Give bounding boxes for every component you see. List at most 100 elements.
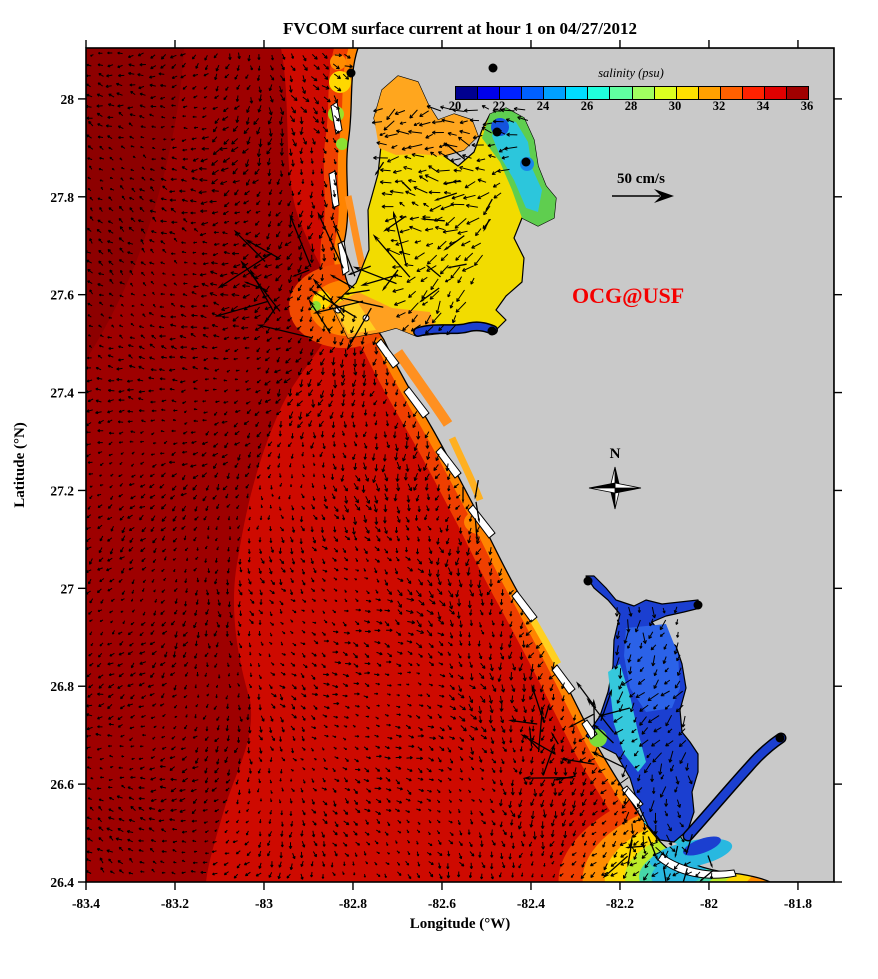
tampa-mouth-green-patch <box>311 301 321 311</box>
jet-arrow-head <box>685 850 689 856</box>
jet-arrow-shaft <box>532 688 545 723</box>
jet-arrow-head <box>522 775 532 781</box>
jet-arrow-shaft <box>525 735 540 751</box>
jet-arrow-head <box>591 698 597 708</box>
colorbar-tick-label: 26 <box>580 99 594 113</box>
jet-arrow-head <box>352 266 362 272</box>
station-dot <box>693 600 703 610</box>
colorbar-cell <box>588 87 611 99</box>
caloosahatchee-river <box>684 734 785 840</box>
jet-arrow-shaft <box>485 198 493 210</box>
jet-arrow-head <box>539 707 544 717</box>
jet-arrow-head <box>680 888 684 895</box>
charlotte-harbor-cyan-strip <box>608 664 646 772</box>
x-tick-label: -82 <box>700 896 718 911</box>
jet-arrow-head <box>292 273 297 277</box>
jet-arrow-head <box>372 234 381 243</box>
jet-arrow-shaft <box>375 161 385 174</box>
jet-arrow-head <box>549 743 555 752</box>
jet-arrow-shaft <box>383 269 399 289</box>
jet-arrow-shaft <box>627 845 643 849</box>
jet-arrow-head <box>475 535 479 542</box>
jet-arrow-head <box>360 281 370 286</box>
x-tick-label: -82.4 <box>517 896 545 911</box>
jet-arrow-head <box>289 214 295 224</box>
jet-arrow-shaft <box>340 297 384 308</box>
manatee-river <box>414 322 497 336</box>
y-axis-label: Latitude (°N) <box>12 422 28 508</box>
jet-arrow-shaft <box>318 215 344 269</box>
jet-arrow-shaft <box>445 235 465 250</box>
colorbar-tick-label: 36 <box>800 99 814 113</box>
jet-arrow-shaft <box>707 855 713 866</box>
jet-arrow-head <box>568 722 576 728</box>
jet-arrow-shaft <box>647 836 658 859</box>
anclote-patch <box>336 138 348 150</box>
jet-arrow-head <box>263 319 268 325</box>
y-tick-label: 26.4 <box>50 875 74 890</box>
jet-arrow-shaft <box>595 726 614 744</box>
jet-arrow-head <box>626 860 631 868</box>
jet-arrow-head <box>483 226 487 232</box>
jet-arrow-head <box>244 239 254 246</box>
jet-arrow-head <box>560 757 569 763</box>
jet-arrow-head <box>520 734 530 741</box>
jet-arrow-head <box>346 342 353 351</box>
colorbar-cell <box>742 87 765 99</box>
jet-arrow-shaft <box>682 868 688 882</box>
island <box>581 719 598 740</box>
jet-arrow-shaft <box>602 707 631 716</box>
jet-arrow-head <box>674 853 678 859</box>
jet-arrow-shaft <box>294 269 310 277</box>
jet-arrow-head <box>528 725 532 731</box>
jet-arrow-shaft <box>674 845 679 856</box>
jet-arrow-shaft <box>317 300 364 313</box>
colorbar-label: salinity (psu) <box>598 66 664 80</box>
jet-arrow-shaft <box>261 325 313 339</box>
jet-arrow-shaft <box>242 263 281 312</box>
old-tampa-bay <box>374 76 478 156</box>
x-tick-label: -81.8 <box>784 896 812 911</box>
jet-arrow-head <box>699 877 704 882</box>
jet-arrow-shaft <box>529 728 533 747</box>
jet-arrow-head <box>485 207 489 212</box>
x-tick-label: -82.2 <box>606 896 634 911</box>
jet-arrow-head <box>420 217 427 221</box>
y-tick-label: 27.6 <box>50 288 74 303</box>
jet-arrow-shaft <box>595 753 625 768</box>
hillsborough-bay-cyan <box>492 118 542 212</box>
scale-label: 50 cm/s <box>617 171 665 187</box>
colorbar-cell <box>720 87 743 99</box>
station-dot <box>346 68 356 78</box>
jet-arrow-head <box>446 265 452 269</box>
jet-arrow-head <box>625 846 630 849</box>
jet-arrow-shaft <box>375 237 411 278</box>
jet-arrow-head <box>546 703 550 709</box>
strong-current-jets <box>214 142 715 895</box>
jet-arrow-shaft <box>475 501 480 521</box>
jet-arrow-head <box>654 854 658 862</box>
jet-arrow-shaft <box>605 855 629 876</box>
jet-arrow-head <box>334 224 340 234</box>
jet-arrow-shaft <box>290 218 312 268</box>
island <box>511 590 538 623</box>
jet-arrow-head <box>551 731 555 737</box>
station-dot <box>521 157 531 167</box>
jet-arrow-shaft <box>474 479 479 497</box>
jet-arrow-head <box>310 289 320 297</box>
jet-arrow-head <box>591 751 600 758</box>
jet-arrow-shaft <box>264 306 278 323</box>
jet-arrow-shaft <box>314 291 357 319</box>
jet-arrow-head <box>607 688 613 698</box>
jet-arrow-head <box>347 271 354 276</box>
jet-arrow-head <box>312 278 321 287</box>
station-dot <box>487 326 497 336</box>
jet-arrow-shaft <box>251 272 276 315</box>
jet-arrow-shaft <box>700 869 715 881</box>
jet-arrow-head <box>313 309 322 314</box>
axes-ticks: -83.4 -83.2 -83 -82.8 -82.6 -82.4 -82.2 -82 -81.… <box>50 40 842 911</box>
jet-arrow-shaft <box>600 692 612 722</box>
jet-arrow-shaft <box>449 263 467 269</box>
credit-text: OCG@USF <box>572 283 684 308</box>
island <box>403 386 430 419</box>
